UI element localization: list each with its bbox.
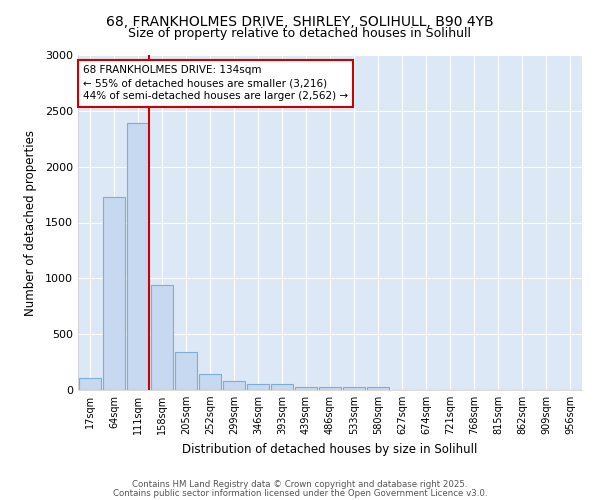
Bar bbox=[247, 384, 269, 390]
Bar bbox=[175, 352, 197, 390]
Text: Size of property relative to detached houses in Solihull: Size of property relative to detached ho… bbox=[128, 28, 472, 40]
Bar bbox=[367, 386, 389, 390]
Bar bbox=[127, 123, 149, 390]
Bar bbox=[271, 384, 293, 390]
Bar bbox=[319, 387, 341, 390]
Bar bbox=[151, 285, 173, 390]
Bar bbox=[295, 386, 317, 390]
Text: Contains HM Land Registry data © Crown copyright and database right 2025.: Contains HM Land Registry data © Crown c… bbox=[132, 480, 468, 489]
X-axis label: Distribution of detached houses by size in Solihull: Distribution of detached houses by size … bbox=[182, 442, 478, 456]
Bar bbox=[343, 386, 365, 390]
Bar bbox=[199, 374, 221, 390]
Y-axis label: Number of detached properties: Number of detached properties bbox=[23, 130, 37, 316]
Bar bbox=[79, 378, 101, 390]
Text: Contains public sector information licensed under the Open Government Licence v3: Contains public sector information licen… bbox=[113, 488, 487, 498]
Text: 68 FRANKHOLMES DRIVE: 134sqm
← 55% of detached houses are smaller (3,216)
44% of: 68 FRANKHOLMES DRIVE: 134sqm ← 55% of de… bbox=[83, 65, 348, 102]
Bar bbox=[223, 381, 245, 390]
Text: 68, FRANKHOLMES DRIVE, SHIRLEY, SOLIHULL, B90 4YB: 68, FRANKHOLMES DRIVE, SHIRLEY, SOLIHULL… bbox=[106, 15, 494, 29]
Bar bbox=[103, 197, 125, 390]
